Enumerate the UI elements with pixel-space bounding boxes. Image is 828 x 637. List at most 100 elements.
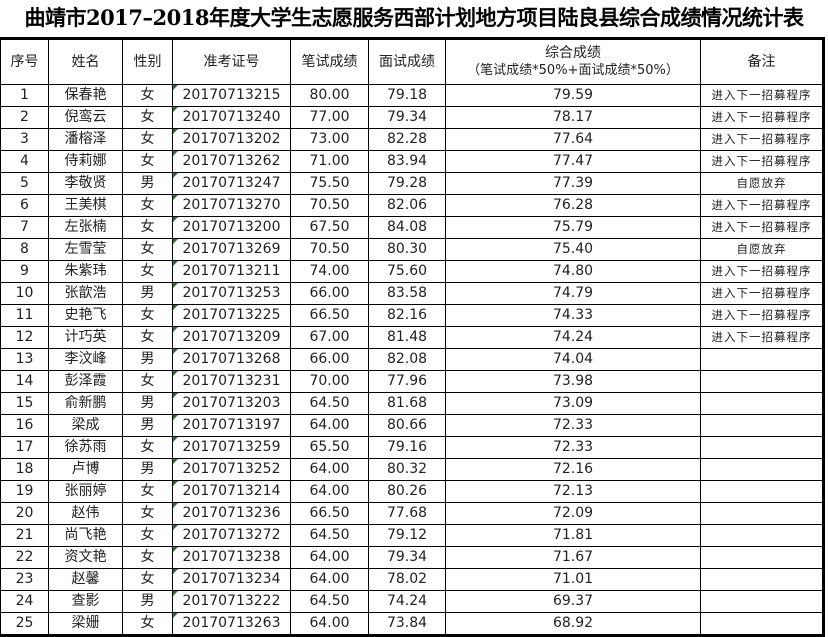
cell-gender[interactable]: 女 (122, 260, 173, 283)
cell-written[interactable]: 64.00 (290, 414, 369, 437)
cell-total[interactable]: 72.33 (445, 414, 701, 437)
cell-note[interactable] (700, 612, 824, 636)
cell-total[interactable]: 74.79 (445, 282, 701, 305)
cell-name[interactable]: 左雪莹 (48, 238, 123, 261)
cell-name[interactable]: 倪鸾云 (48, 106, 123, 129)
cell-name[interactable]: 左张楠 (48, 216, 123, 239)
cell-exam-id[interactable]: 20170713209 (172, 326, 291, 349)
cell-no[interactable]: 6 (0, 194, 49, 217)
cell-no[interactable]: 3 (0, 128, 49, 151)
cell-written[interactable]: 66.00 (290, 348, 369, 371)
cell-total[interactable]: 72.33 (445, 436, 701, 459)
cell-interview[interactable]: 81.68 (368, 392, 446, 415)
cell-exam-id[interactable]: 20170713240 (172, 106, 291, 129)
cell-interview[interactable]: 82.28 (368, 128, 446, 151)
cell-name[interactable]: 李敬贤 (48, 172, 123, 195)
cell-total[interactable]: 74.24 (445, 326, 701, 349)
cell-name[interactable]: 朱紫玮 (48, 260, 123, 283)
cell-exam-id[interactable]: 20170713263 (172, 612, 291, 636)
cell-no[interactable]: 18 (0, 458, 49, 481)
cell-total[interactable]: 74.04 (445, 348, 701, 371)
cell-total[interactable]: 71.01 (445, 568, 701, 591)
cell-gender[interactable]: 女 (122, 304, 173, 327)
cell-name[interactable]: 保春艳 (48, 84, 123, 107)
cell-written[interactable]: 70.50 (290, 238, 369, 261)
cell-note[interactable]: 自愿放弃 (700, 172, 824, 195)
cell-interview[interactable]: 78.02 (368, 568, 446, 591)
cell-interview[interactable]: 79.28 (368, 172, 446, 195)
cell-note[interactable]: 进入下一招募程序 (700, 194, 824, 217)
cell-interview[interactable]: 83.94 (368, 150, 446, 173)
cell-exam-id[interactable]: 20170713238 (172, 546, 291, 569)
cell-interview[interactable]: 73.84 (368, 612, 446, 636)
cell-note[interactable] (700, 392, 824, 415)
cell-gender[interactable]: 女 (122, 612, 173, 636)
cell-no[interactable]: 2 (0, 106, 49, 129)
cell-name[interactable]: 彭泽霞 (48, 370, 123, 393)
cell-note[interactable] (700, 414, 824, 437)
cell-total[interactable]: 72.13 (445, 480, 701, 503)
cell-total[interactable]: 73.98 (445, 370, 701, 393)
cell-no[interactable]: 20 (0, 502, 49, 525)
cell-total[interactable]: 78.17 (445, 106, 701, 129)
cell-no[interactable]: 10 (0, 282, 49, 305)
cell-written[interactable]: 64.00 (290, 458, 369, 481)
cell-name[interactable]: 李汶峰 (48, 348, 123, 371)
cell-gender[interactable]: 女 (122, 128, 173, 151)
cell-note[interactable]: 进入下一招募程序 (700, 282, 824, 305)
cell-total[interactable]: 71.81 (445, 524, 701, 547)
cell-exam-id[interactable]: 20170713268 (172, 348, 291, 371)
cell-exam-id[interactable]: 20170713269 (172, 238, 291, 261)
cell-total[interactable]: 71.67 (445, 546, 701, 569)
cell-written[interactable]: 73.00 (290, 128, 369, 151)
cell-written[interactable]: 64.00 (290, 612, 369, 636)
cell-gender[interactable]: 女 (122, 568, 173, 591)
cell-no[interactable]: 11 (0, 304, 49, 327)
cell-name[interactable]: 王美棋 (48, 194, 123, 217)
cell-no[interactable]: 4 (0, 150, 49, 173)
cell-note[interactable] (700, 524, 824, 547)
cell-interview[interactable]: 82.16 (368, 304, 446, 327)
cell-no[interactable]: 21 (0, 524, 49, 547)
cell-interview[interactable]: 79.12 (368, 524, 446, 547)
cell-name[interactable]: 计巧英 (48, 326, 123, 349)
cell-note[interactable]: 进入下一招募程序 (700, 106, 824, 129)
cell-total[interactable]: 77.64 (445, 128, 701, 151)
cell-exam-id[interactable]: 20170713215 (172, 84, 291, 107)
cell-total[interactable]: 79.59 (445, 84, 701, 107)
cell-total[interactable]: 68.92 (445, 612, 701, 636)
cell-interview[interactable]: 80.26 (368, 480, 446, 503)
cell-exam-id[interactable]: 20170713270 (172, 194, 291, 217)
cell-name[interactable]: 梁成 (48, 414, 123, 437)
cell-gender[interactable]: 男 (122, 348, 173, 371)
cell-written[interactable]: 67.50 (290, 216, 369, 239)
cell-note[interactable] (700, 568, 824, 591)
cell-exam-id[interactable]: 20170713203 (172, 392, 291, 415)
cell-written[interactable]: 64.00 (290, 546, 369, 569)
cell-interview[interactable]: 80.32 (368, 458, 446, 481)
cell-no[interactable]: 24 (0, 590, 49, 613)
cell-interview[interactable]: 82.08 (368, 348, 446, 371)
cell-exam-id[interactable]: 20170713236 (172, 502, 291, 525)
cell-note[interactable]: 自愿放弃 (700, 238, 824, 261)
cell-note[interactable] (700, 590, 824, 613)
cell-gender[interactable]: 女 (122, 326, 173, 349)
cell-total[interactable]: 74.33 (445, 304, 701, 327)
cell-note[interactable]: 进入下一招募程序 (700, 128, 824, 151)
header-interview[interactable]: 面试成绩 (368, 38, 446, 85)
cell-gender[interactable]: 男 (122, 458, 173, 481)
cell-no[interactable]: 23 (0, 568, 49, 591)
cell-written[interactable]: 64.00 (290, 568, 369, 591)
header-name[interactable]: 姓名 (48, 38, 123, 85)
cell-exam-id[interactable]: 20170713253 (172, 282, 291, 305)
cell-written[interactable]: 64.00 (290, 480, 369, 503)
cell-note[interactable]: 进入下一招募程序 (700, 304, 824, 327)
cell-no[interactable]: 16 (0, 414, 49, 437)
header-total[interactable]: 综合成绩 （笔试成绩*50%+面试成绩*50%） (445, 38, 701, 85)
cell-total[interactable]: 76.28 (445, 194, 701, 217)
cell-gender[interactable]: 男 (122, 590, 173, 613)
cell-gender[interactable]: 女 (122, 546, 173, 569)
cell-gender[interactable]: 女 (122, 524, 173, 547)
cell-written[interactable]: 66.50 (290, 304, 369, 327)
cell-exam-id[interactable]: 20170713200 (172, 216, 291, 239)
